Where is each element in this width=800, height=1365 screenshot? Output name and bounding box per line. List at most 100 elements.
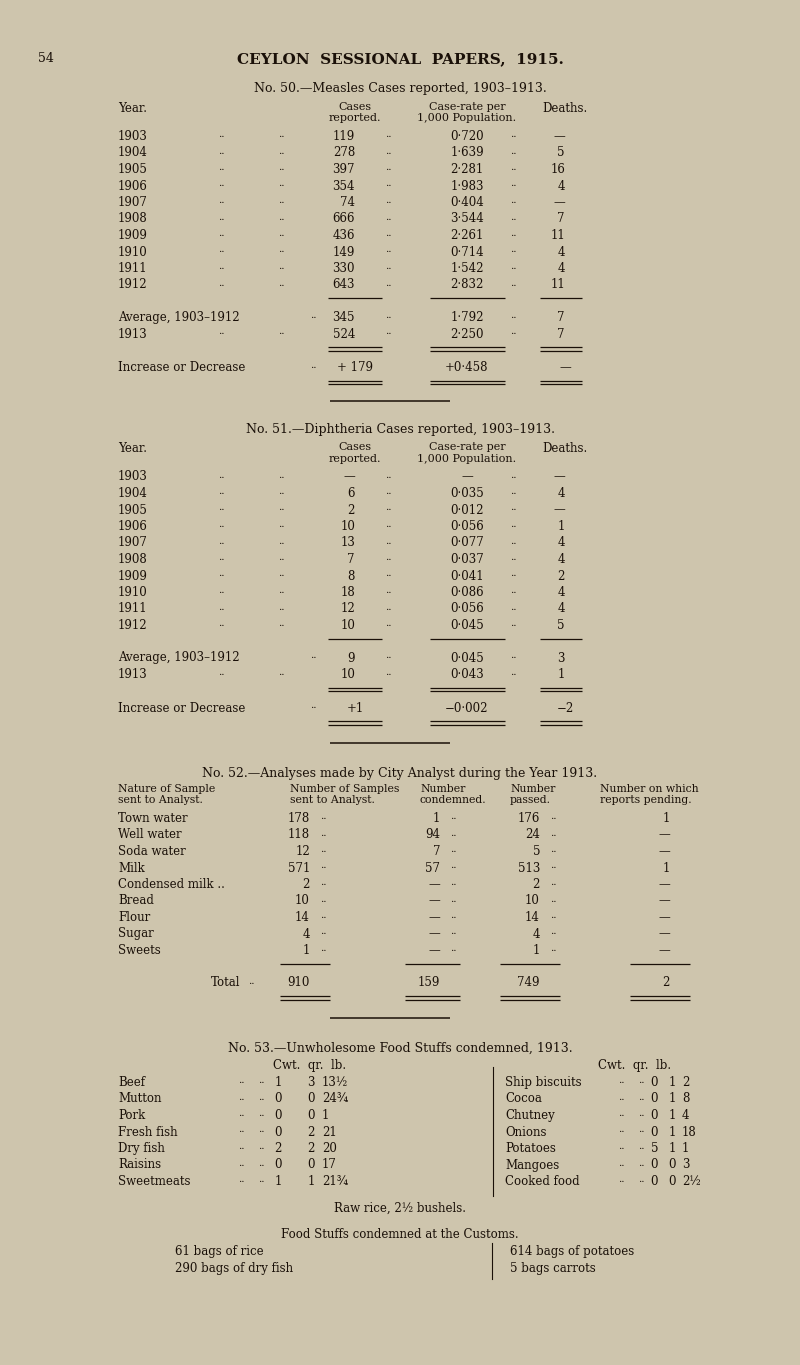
- Text: reports pending.: reports pending.: [600, 794, 692, 805]
- Text: ..: ..: [218, 487, 225, 495]
- Text: 0: 0: [669, 1175, 676, 1188]
- Text: 1: 1: [682, 1143, 690, 1155]
- Text: CEYLON  SESSIONAL  PAPERS,  1915.: CEYLON SESSIONAL PAPERS, 1915.: [237, 52, 563, 66]
- Text: 1903: 1903: [118, 471, 148, 483]
- Text: Milk: Milk: [118, 861, 145, 875]
- Text: 4: 4: [558, 180, 565, 192]
- Text: 1: 1: [274, 1076, 282, 1089]
- Text: ..: ..: [258, 1159, 265, 1167]
- Text: ..: ..: [385, 213, 391, 221]
- Text: 6: 6: [347, 487, 355, 500]
- Text: —: —: [658, 945, 670, 957]
- Text: 1912: 1912: [118, 618, 148, 632]
- Text: ..: ..: [385, 667, 391, 677]
- Text: 1908: 1908: [118, 213, 148, 225]
- Text: 11: 11: [550, 229, 565, 242]
- Text: 5: 5: [650, 1143, 658, 1155]
- Text: 149: 149: [333, 246, 355, 258]
- Text: Number: Number: [510, 784, 555, 794]
- Text: 1906: 1906: [118, 180, 148, 192]
- Text: ..: ..: [218, 180, 225, 188]
- Text: ..: ..: [510, 213, 517, 221]
- Text: passed.: passed.: [510, 794, 551, 805]
- Text: 643: 643: [333, 278, 355, 292]
- Text: —: —: [343, 471, 355, 483]
- Text: ..: ..: [320, 845, 326, 854]
- Text: 0: 0: [650, 1092, 658, 1106]
- Text: 0·056: 0·056: [450, 602, 484, 616]
- Text: ..: ..: [278, 487, 285, 495]
- Text: 1907: 1907: [118, 536, 148, 550]
- Text: ..: ..: [258, 1108, 265, 1118]
- Text: 1911: 1911: [118, 262, 148, 274]
- Text: —: —: [658, 910, 670, 924]
- Text: —: —: [428, 910, 440, 924]
- Text: Dry fish: Dry fish: [118, 1143, 165, 1155]
- Text: ..: ..: [385, 553, 391, 562]
- Text: 1913: 1913: [118, 667, 148, 681]
- Text: 21¾: 21¾: [322, 1175, 348, 1188]
- Text: 0·045: 0·045: [450, 618, 484, 632]
- Text: 1909: 1909: [118, 229, 148, 242]
- Text: ..: ..: [238, 1126, 245, 1134]
- Text: 3: 3: [307, 1076, 315, 1089]
- Text: Deaths.: Deaths.: [542, 102, 588, 115]
- Text: ..: ..: [278, 162, 285, 172]
- Text: 1909: 1909: [118, 569, 148, 583]
- Text: 4: 4: [533, 927, 540, 940]
- Text: ..: ..: [278, 553, 285, 562]
- Text: ..: ..: [320, 861, 326, 871]
- Text: Total: Total: [210, 976, 240, 990]
- Text: ..: ..: [218, 520, 225, 530]
- Text: 2: 2: [274, 1143, 282, 1155]
- Text: ..: ..: [510, 520, 517, 530]
- Text: 4: 4: [302, 927, 310, 940]
- Text: —: —: [428, 894, 440, 908]
- Text: 666: 666: [333, 213, 355, 225]
- Text: 0·086: 0·086: [450, 586, 484, 599]
- Text: ..: ..: [278, 504, 285, 512]
- Text: 0·037: 0·037: [450, 553, 484, 566]
- Text: 5 bags carrots: 5 bags carrots: [510, 1263, 596, 1275]
- Text: ..: ..: [510, 197, 517, 205]
- Text: 24: 24: [525, 829, 540, 841]
- Text: 4: 4: [558, 536, 565, 550]
- Text: Pork: Pork: [118, 1108, 146, 1122]
- Text: ..: ..: [510, 246, 517, 254]
- Text: ..: ..: [218, 146, 225, 156]
- Text: ..: ..: [218, 569, 225, 579]
- Text: 290 bags of dry fish: 290 bags of dry fish: [175, 1263, 293, 1275]
- Text: ..: ..: [510, 471, 517, 479]
- Text: ..: ..: [310, 360, 317, 370]
- Text: 1: 1: [669, 1076, 676, 1089]
- Text: +1: +1: [346, 702, 364, 714]
- Text: 2: 2: [682, 1076, 690, 1089]
- Text: —: —: [428, 878, 440, 891]
- Text: 0: 0: [274, 1108, 282, 1122]
- Text: —: —: [658, 829, 670, 841]
- Text: ..: ..: [218, 328, 225, 337]
- Text: 1906: 1906: [118, 520, 148, 532]
- Text: 1911: 1911: [118, 602, 148, 616]
- Text: ..: ..: [218, 667, 225, 677]
- Text: Chutney: Chutney: [505, 1108, 554, 1122]
- Text: ..: ..: [278, 328, 285, 337]
- Text: ..: ..: [385, 180, 391, 188]
- Text: 176: 176: [518, 812, 540, 824]
- Text: 0·714: 0·714: [450, 246, 484, 258]
- Text: ..: ..: [450, 894, 457, 904]
- Text: ..: ..: [385, 246, 391, 254]
- Text: ..: ..: [618, 1108, 625, 1118]
- Text: ..: ..: [385, 504, 391, 512]
- Text: ..: ..: [385, 278, 391, 288]
- Text: ..: ..: [218, 246, 225, 254]
- Text: 11: 11: [550, 278, 565, 292]
- Text: 2: 2: [558, 569, 565, 583]
- Text: ..: ..: [550, 812, 557, 820]
- Text: 1,000 Population.: 1,000 Population.: [418, 453, 517, 464]
- Text: 7: 7: [558, 213, 565, 225]
- Text: —: —: [554, 130, 565, 143]
- Text: 0·404: 0·404: [450, 197, 484, 209]
- Text: ..: ..: [385, 146, 391, 156]
- Text: ..: ..: [238, 1143, 245, 1151]
